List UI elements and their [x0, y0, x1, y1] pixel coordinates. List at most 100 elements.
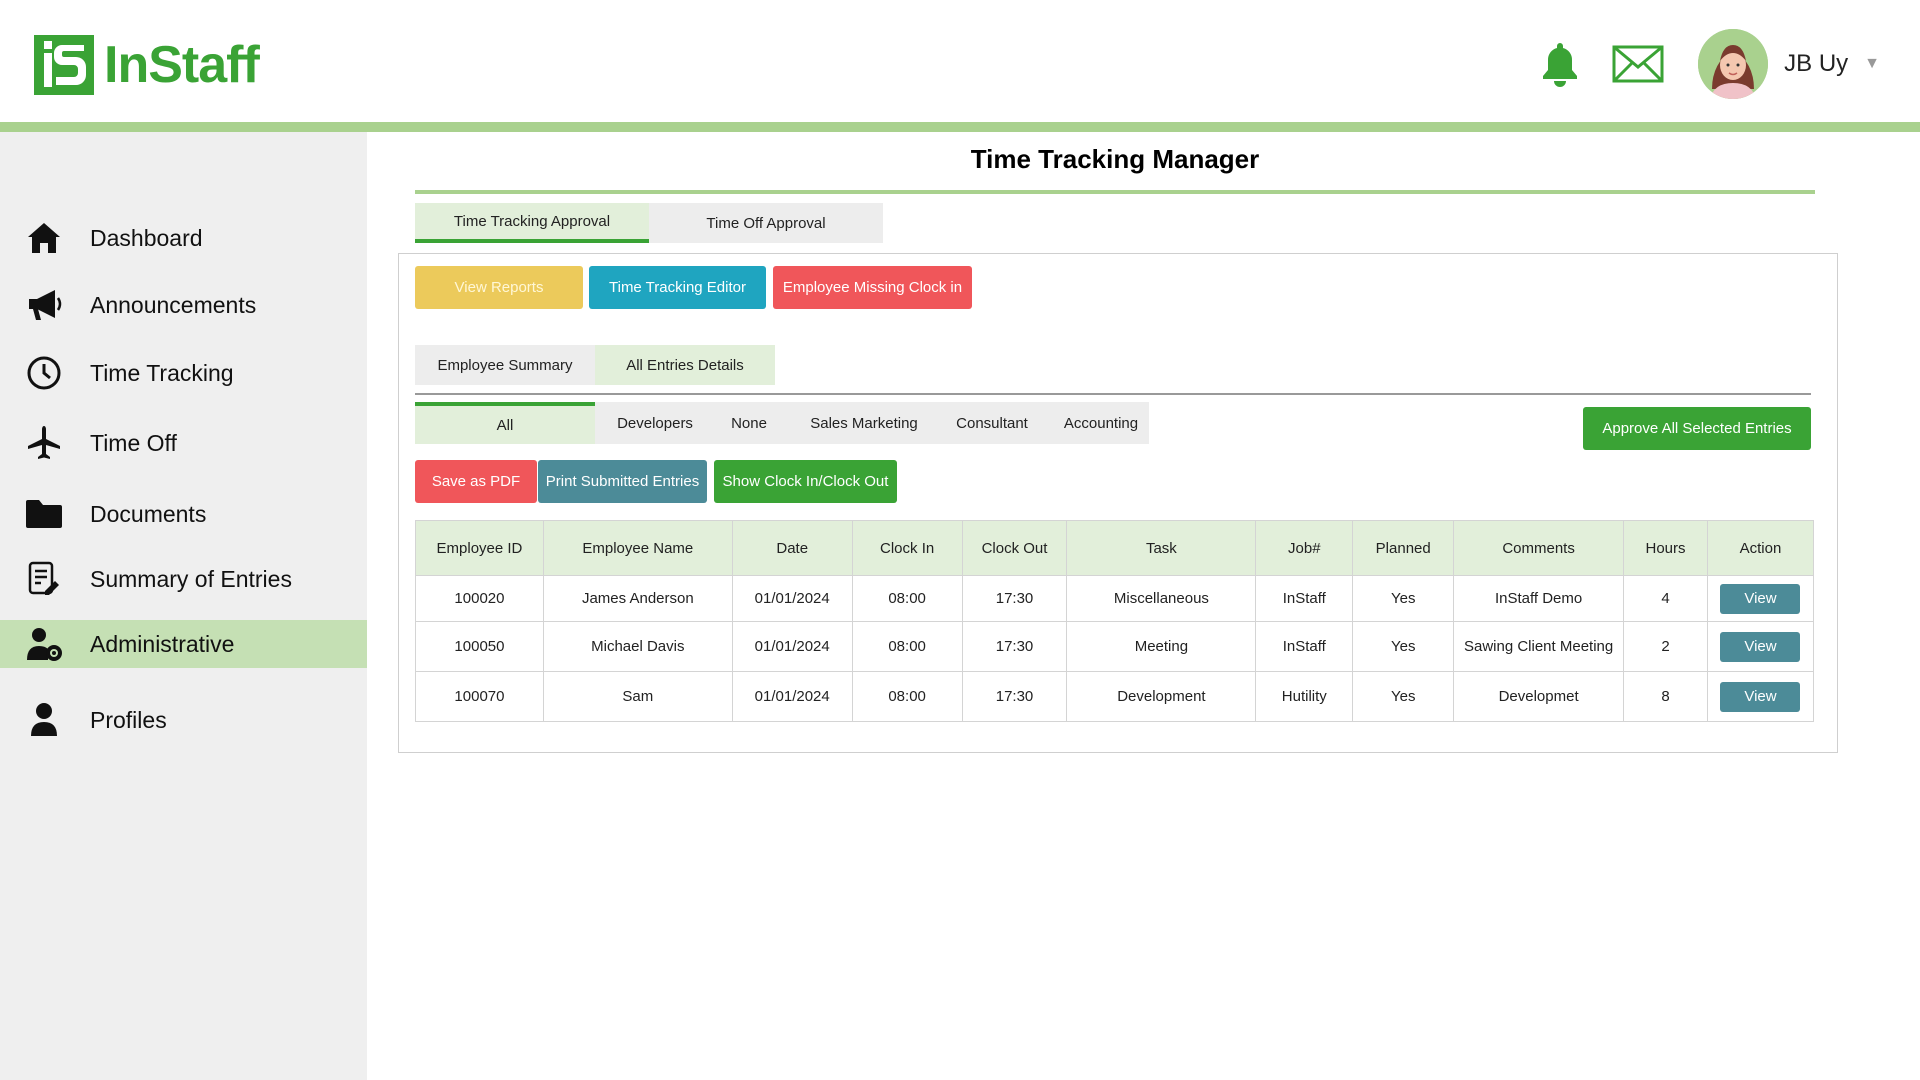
subtab-divider	[415, 393, 1811, 395]
column-header[interactable]: Employee Name	[542, 520, 733, 576]
cell-job: InStaff	[1255, 575, 1354, 622]
cell-comments: Developmet	[1453, 671, 1625, 722]
sidebar-item-label: Summary of Entries	[90, 565, 292, 592]
cell-action: View	[1706, 671, 1815, 722]
sidebar-item-summary-of-entries[interactable]: Summary of Entries	[0, 555, 367, 603]
cell-action: View	[1706, 621, 1815, 672]
column-header[interactable]: Employee ID	[415, 520, 544, 576]
table-header-row: Employee ID Employee Name Date Clock In …	[415, 520, 1815, 576]
column-header[interactable]: Planned	[1352, 520, 1455, 576]
bell-icon[interactable]	[1540, 41, 1580, 87]
cell-date: 01/01/2024	[731, 621, 853, 672]
filter-developers[interactable]: Developers	[617, 414, 693, 432]
tab-time-off-approval[interactable]: Time Off Approval	[649, 203, 883, 243]
header-divider	[0, 122, 1920, 132]
cell-comments: Sawing Client Meeting	[1453, 621, 1625, 672]
cell-clock-in: 08:00	[851, 621, 963, 672]
cell-date: 01/01/2024	[731, 575, 853, 622]
column-header[interactable]: Clock Out	[961, 520, 1068, 576]
sidebar-item-documents[interactable]: Documents	[0, 490, 367, 538]
print-submitted-entries-button[interactable]: Print Submitted Entries	[538, 460, 707, 503]
filter-accounting[interactable]: Accounting	[1063, 414, 1139, 432]
tab-employee-summary[interactable]: Employee Summary	[415, 345, 595, 385]
sidebar-item-administrative[interactable]: Administrative	[0, 620, 367, 668]
cell-hours: 4	[1623, 575, 1708, 622]
save-as-pdf-button[interactable]: Save as PDF	[415, 460, 537, 503]
instaff-logo[interactable]: InStaff	[34, 35, 260, 95]
cell-clock-out: 17:30	[961, 671, 1068, 722]
cell-hours: 2	[1623, 621, 1708, 672]
home-icon	[24, 218, 64, 258]
column-header[interactable]: Task	[1066, 520, 1257, 576]
cell-employee-name: Sam	[542, 671, 733, 722]
sidebar-item-profiles[interactable]: Profiles	[0, 696, 367, 744]
user-avatar-icon	[1698, 29, 1769, 99]
sidebar-item-dashboard[interactable]: Dashboard	[0, 214, 367, 262]
filter-sales-marketing[interactable]: Sales Marketing	[810, 414, 918, 432]
table-row[interactable]: 100070 Sam 01/01/2024 08:00 17:30 Develo…	[415, 671, 1815, 722]
page-title: Time Tracking Manager	[970, 144, 1260, 174]
column-header[interactable]: Hours	[1623, 520, 1708, 576]
column-header[interactable]: Comments	[1453, 520, 1625, 576]
avatar[interactable]	[1698, 29, 1769, 99]
cell-job: InStaff	[1255, 621, 1354, 672]
cell-task: Development	[1066, 671, 1257, 722]
cell-comments: InStaff Demo	[1453, 575, 1625, 622]
user-name[interactable]: JB Uy	[1784, 50, 1849, 77]
tab-all-entries-details[interactable]: All Entries Details	[595, 345, 775, 385]
cell-employee-name: James Anderson	[542, 575, 733, 622]
cell-employee-id: 100070	[415, 671, 544, 722]
sidebar: Dashboard Announcements Time Tracking Ti…	[0, 132, 367, 1080]
column-header[interactable]: Job#	[1255, 520, 1354, 576]
folder-icon	[24, 494, 64, 534]
cell-task: Meeting	[1066, 621, 1257, 672]
filter-all[interactable]: All	[415, 402, 595, 444]
table-row[interactable]: 100020 James Anderson 01/01/2024 08:00 1…	[415, 575, 1815, 622]
sidebar-item-label: Time Tracking	[90, 359, 234, 386]
tab-time-tracking-approval[interactable]: Time Tracking Approval	[415, 203, 649, 243]
caret-down-icon[interactable]: ▼	[1864, 55, 1880, 72]
cell-employee-id: 100050	[415, 621, 544, 672]
filter-consultant[interactable]: Consultant	[956, 414, 1028, 432]
view-button[interactable]: View	[1720, 631, 1801, 662]
cell-planned: Yes	[1352, 575, 1455, 622]
filter-none[interactable]: None	[731, 414, 767, 432]
logo-text: InStaff	[104, 36, 260, 94]
cell-task: Miscellaneous	[1066, 575, 1257, 622]
cell-hours: 8	[1623, 671, 1708, 722]
approve-all-selected-button[interactable]: Approve All Selected Entries	[1583, 407, 1811, 450]
cell-planned: Yes	[1352, 671, 1455, 722]
sidebar-item-label: Dashboard	[90, 224, 203, 251]
clock-icon	[24, 353, 64, 393]
sidebar-item-label: Profiles	[90, 706, 167, 733]
entries-table: Employee ID Employee Name Date Clock In …	[415, 520, 1815, 722]
sidebar-item-label: Announcements	[90, 291, 257, 318]
table-row[interactable]: 100050 Michael Davis 01/01/2024 08:00 17…	[415, 621, 1815, 672]
time-tracking-editor-button[interactable]: Time Tracking Editor	[589, 266, 766, 309]
sidebar-item-time-tracking[interactable]: Time Tracking	[0, 349, 367, 397]
sidebar-item-time-off[interactable]: Time Off	[0, 419, 367, 467]
cell-date: 01/01/2024	[731, 671, 853, 722]
view-button[interactable]: View	[1720, 583, 1801, 614]
employee-missing-clock-in-button[interactable]: Employee Missing Clock in	[773, 266, 972, 309]
column-header[interactable]: Date	[731, 520, 853, 576]
column-header: Action	[1706, 520, 1815, 576]
cell-job: Hutility	[1255, 671, 1354, 722]
mail-icon[interactable]	[1612, 45, 1664, 83]
header-actions: JB Uy ▼	[1540, 28, 1880, 100]
megaphone-icon	[24, 285, 64, 325]
document-edit-icon	[24, 559, 64, 599]
cell-employee-id: 100020	[415, 575, 544, 622]
sidebar-item-announcements[interactable]: Announcements	[0, 281, 367, 329]
show-clock-in-out-button[interactable]: Show Clock In/Clock Out	[714, 460, 897, 503]
app-header: InStaff JB Uy ▼	[0, 0, 1920, 122]
cell-clock-in: 08:00	[851, 671, 963, 722]
column-header[interactable]: Clock In	[851, 520, 963, 576]
cell-action: View	[1706, 575, 1815, 622]
user-icon	[24, 700, 64, 740]
cell-clock-out: 17:30	[961, 621, 1068, 672]
sidebar-item-label: Documents	[90, 500, 207, 527]
view-button[interactable]: View	[1720, 681, 1801, 712]
view-reports-button[interactable]: View Reports	[415, 266, 583, 309]
cell-planned: Yes	[1352, 621, 1455, 672]
